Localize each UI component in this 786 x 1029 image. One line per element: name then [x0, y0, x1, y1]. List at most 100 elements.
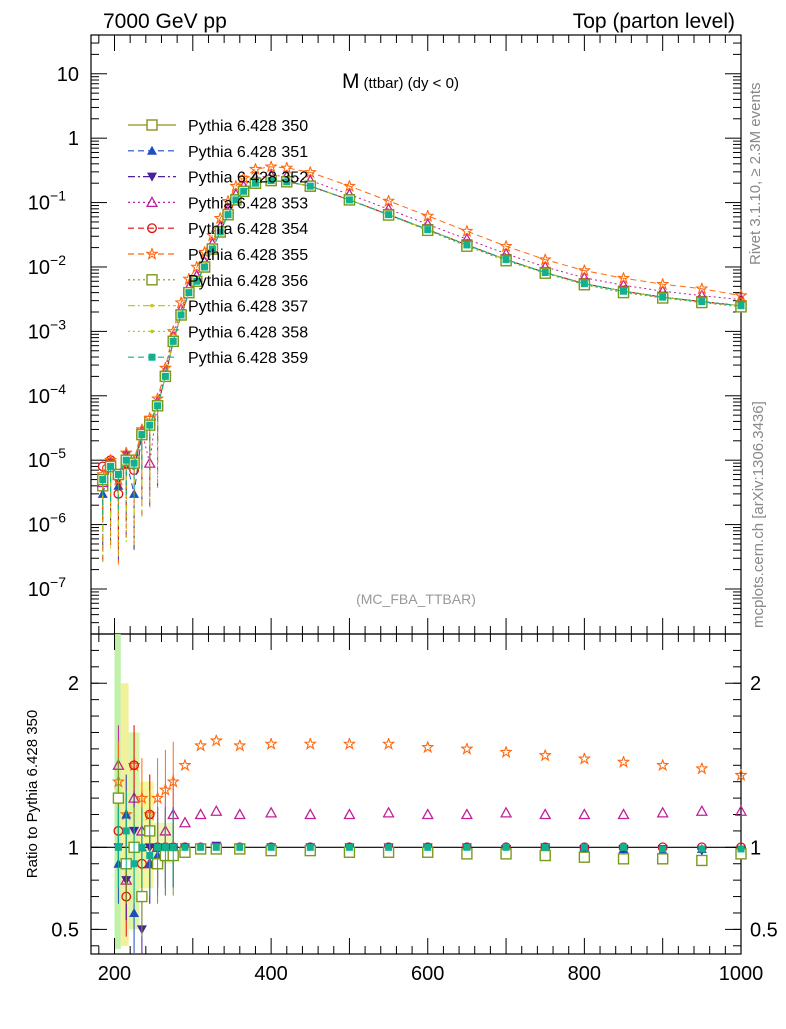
ratio-point — [657, 807, 669, 818]
main-y-tick-label: 10−6 — [28, 510, 66, 537]
series-pythia-6-428-359 — [99, 177, 745, 515]
legend-marker — [146, 119, 158, 131]
data-point — [240, 187, 248, 195]
ratio-point — [130, 860, 138, 868]
ratio-point — [421, 741, 434, 753]
legend-marker — [150, 303, 154, 308]
ratio-point — [169, 843, 177, 851]
series-line — [102, 179, 742, 480]
legend-item-pythia-6-428-350: Pythia 6.428 350 — [128, 118, 308, 135]
legend-marker — [148, 353, 156, 361]
ratio-point — [233, 739, 246, 751]
ratio-point — [114, 843, 122, 851]
ratio-point — [617, 853, 630, 865]
ratio-point — [136, 890, 148, 903]
legend-item-pythia-6-428-355: Pythia 6.428 355 — [128, 247, 308, 264]
ratio-y-tick-label: 0.5 — [51, 919, 79, 941]
legend-item-pythia-6-428-354: Pythia 6.428 354 — [128, 221, 308, 238]
legend-marker — [150, 329, 154, 334]
ratio-point — [656, 759, 669, 771]
legend-item-pythia-6-428-356: Pythia 6.428 356 — [128, 273, 308, 290]
legend-item-pythia-6-428-351: Pythia 6.428 351 — [128, 144, 308, 161]
ratio-y-tick-label-right: 1 — [750, 837, 761, 859]
data-point — [463, 241, 471, 249]
ratio-point — [382, 807, 395, 818]
data-point — [502, 256, 510, 264]
ratio-x-tick-label: 600 — [411, 963, 444, 985]
ratio-point — [382, 737, 395, 750]
ratio-point — [179, 817, 191, 828]
ratio-point — [696, 805, 708, 816]
ratio-y-axis-label: Ratio to Pythia 6.428 350 — [24, 710, 41, 878]
ratio-point — [659, 845, 667, 853]
ratio-point — [343, 808, 356, 820]
legend-item-pythia-6-428-359: Pythia 6.428 359 — [128, 350, 308, 367]
ratio-point — [345, 843, 353, 851]
ratio-point — [181, 843, 189, 851]
legend-item-pythia-6-428-352: Pythia 6.428 352 — [128, 170, 308, 187]
ratio-y-tick-label: 1 — [68, 837, 79, 859]
legend-item-pythia-6-428-353: Pythia 6.428 353 — [128, 195, 308, 212]
ratio-point — [656, 853, 669, 865]
ratio-point — [424, 843, 432, 851]
data-point — [659, 293, 667, 301]
ratio-point — [500, 746, 512, 758]
legend-marker — [146, 274, 158, 286]
main-title-symbol: M — [342, 70, 360, 93]
data-point — [177, 311, 185, 319]
main-y-tick-label: 10−4 — [28, 381, 66, 408]
ratio-point — [539, 808, 551, 820]
ratio-point — [210, 734, 223, 746]
data-point — [541, 269, 549, 277]
ratio-point — [122, 827, 130, 835]
data-point — [114, 470, 122, 478]
data-point — [698, 298, 706, 306]
ratio-point — [194, 739, 207, 751]
mcplots-label: mcplots.cern.ch [arXiv:1306.3436] — [750, 401, 767, 628]
main-axis-ticks: 10 1 10−1 10−2 10−3 10−4 10−5 10−6 10−7 — [28, 34, 742, 635]
main-panel: M (ttbar) (dy < 0) (MC_FBA_TTBAR) 10 1 10−1… — [28, 34, 747, 635]
data-point — [99, 476, 107, 484]
ratio-point — [385, 843, 393, 851]
series-line — [102, 174, 742, 483]
ratio-point — [304, 808, 316, 820]
main-y-tick-label: 10−2 — [28, 252, 66, 279]
ratio-point — [138, 843, 146, 851]
ratio-point — [461, 742, 473, 755]
ratio-point — [304, 737, 317, 750]
ratio-y-tick-label-right: 2 — [750, 673, 761, 695]
data-point — [620, 287, 628, 295]
ratio-series-layer — [112, 725, 747, 954]
legend-item-pythia-6-428-358: Pythia 6.428 358 — [128, 324, 308, 341]
ratio-point — [698, 845, 706, 853]
ratio-point — [578, 808, 591, 820]
ratio-point — [234, 808, 246, 820]
ratio-series-pythia-6-428-354 — [113, 725, 746, 937]
ratio-point — [179, 759, 191, 771]
legend-label: Pythia 6.428 351 — [188, 144, 308, 161]
ratio-point — [695, 762, 708, 774]
ratio-x-tick-label: 800 — [568, 963, 601, 985]
data-point — [737, 302, 745, 310]
ratio-axis-ticks: 2 2 1 1 0.5 0.5 200 400 600 800 1000 — [51, 634, 778, 985]
data-point — [169, 337, 177, 345]
data-point — [107, 462, 115, 470]
ratio-series-pythia-6-428-355 — [112, 725, 747, 855]
main-y-tick-label: 10−7 — [28, 574, 66, 601]
header-process-label: Top (parton level) — [573, 10, 735, 33]
analysis-label: (MC_FBA_TTBAR) — [356, 591, 476, 607]
legend-item-pythia-6-428-357: Pythia 6.428 357 — [128, 299, 308, 316]
ratio-point — [267, 843, 275, 851]
data-point — [424, 226, 432, 234]
ratio-point — [502, 843, 510, 851]
ratio-series-pythia-6-428-352 — [113, 790, 746, 954]
ratio-point — [617, 756, 630, 768]
data-point — [130, 459, 138, 467]
ratio-point — [578, 851, 591, 863]
ratio-y-tick-label: 2 — [68, 673, 79, 695]
legend-label: Pythia 6.428 355 — [188, 247, 308, 264]
legend-label: Pythia 6.428 359 — [188, 350, 308, 367]
series-pythia-6-428-358 — [100, 178, 743, 565]
series-line — [102, 166, 742, 482]
ratio-x-tick-label: 1000 — [719, 963, 764, 985]
